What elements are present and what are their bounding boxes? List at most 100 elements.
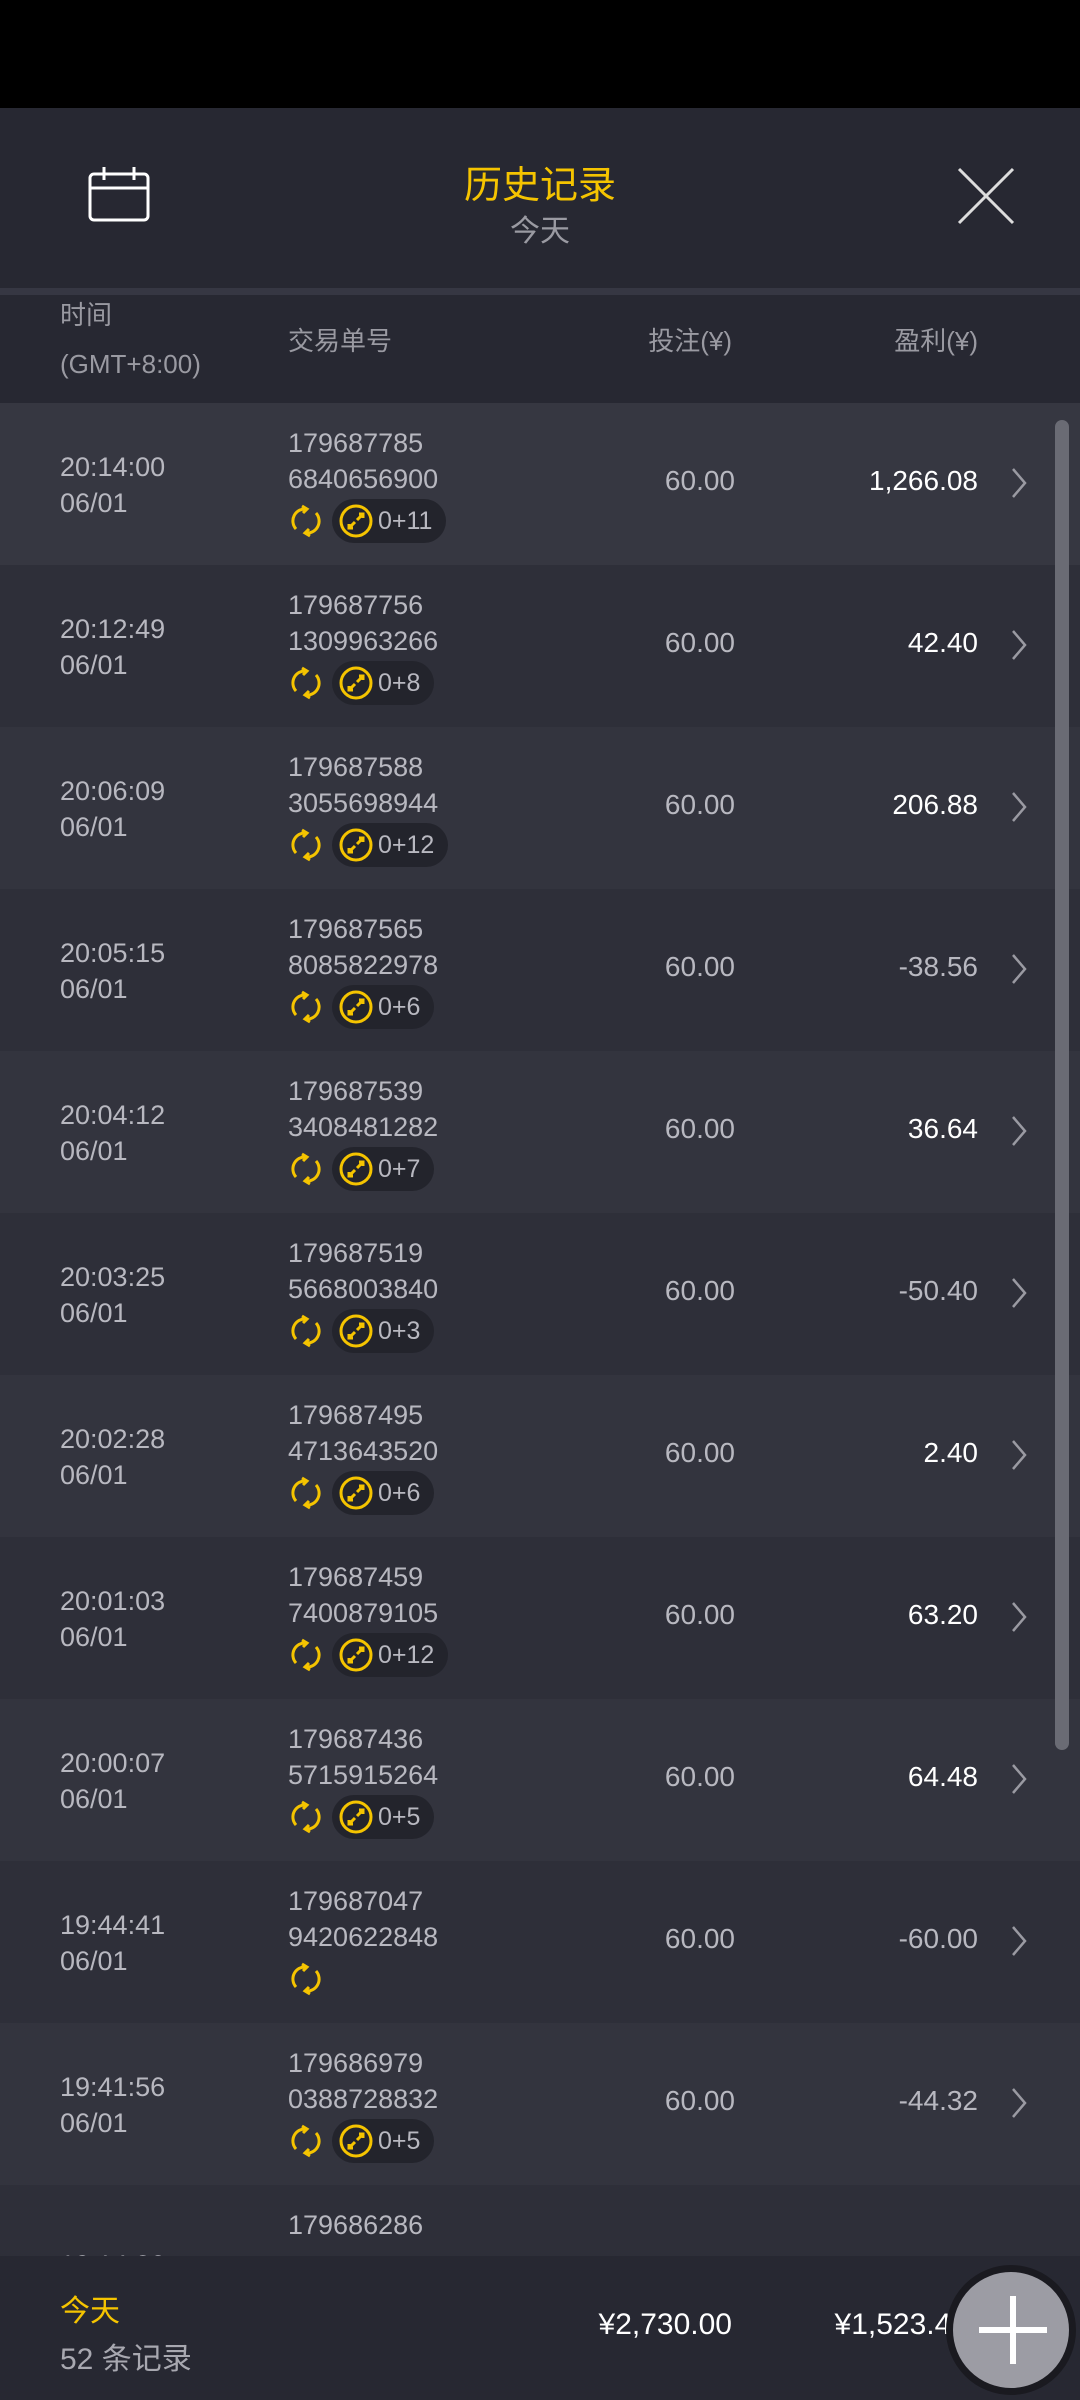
row-time: 20:14:00: [60, 452, 166, 482]
row-date: 06/01: [60, 1622, 128, 1652]
transfer-icon: [339, 1476, 373, 1510]
row-bet: 60.00: [664, 1761, 735, 1792]
close-icon[interactable]: [956, 166, 1016, 226]
row-date: 06/01: [60, 1298, 128, 1328]
column-header: 时间 (GMT+8:00) 交易单号 投注(¥) 盈利(¥): [0, 295, 1080, 403]
order-id-line1: 179687459: [288, 1562, 424, 1592]
row-time: 20:00:07: [60, 1748, 166, 1778]
row-bet: 60.00: [664, 2085, 735, 2116]
row-icons: 0+6: [288, 1471, 435, 1515]
row-date: 06/01: [60, 1136, 128, 1166]
table-row[interactable]: 20:01:03 06/01 179687459 7400879105 0+12 60.0…: [0, 1537, 1080, 1699]
row-icons: 0+5: [288, 2119, 435, 2163]
chevron-right-icon[interactable]: [1010, 629, 1028, 661]
row-bet: 60.00: [664, 1599, 735, 1630]
table-row[interactable]: 20:05:15 06/01 179687565 8085822978 0+6 60.00…: [0, 889, 1080, 1051]
row-date: 06/01: [60, 488, 128, 518]
chevron-right-icon[interactable]: [1010, 1439, 1028, 1471]
history-list: 20:14:00 06/01 179687785 6840656900 0+11 60.0…: [0, 403, 1080, 2256]
order-id-line2: 6840656900: [288, 464, 439, 494]
badge-text: 0+3: [378, 1316, 421, 1345]
order-id-line2: 3055698944: [288, 788, 439, 818]
table-row[interactable]: 20:00:07 06/01 179687436 5715915264 0+5 60.00…: [0, 1699, 1080, 1861]
bonus-badge: 0+12: [332, 1633, 449, 1677]
row-time: 20:02:28: [60, 1424, 166, 1454]
chevron-right-icon[interactable]: [1010, 2087, 1028, 2119]
chevron-right-icon[interactable]: [1010, 1115, 1028, 1147]
bonus-badge: 0+5: [332, 1795, 435, 1839]
row-bet: 60.00: [664, 789, 735, 820]
row-profit: 64.48: [907, 1761, 978, 1792]
order-id-line1: 179687436: [288, 1724, 424, 1754]
row-bet: 60.00: [664, 1275, 735, 1306]
transfer-icon: [339, 1638, 373, 1672]
refresh-icon: [291, 1314, 321, 1348]
badge-text: 0+12: [378, 830, 435, 859]
table-row[interactable]: 20:12:49 06/01 179687756 1309963266 0+8 60.00…: [0, 565, 1080, 727]
bonus-badge: 0+3: [332, 1309, 435, 1353]
row-date: 06/01: [60, 1784, 128, 1814]
col-profit: 盈利(¥): [894, 326, 978, 356]
order-id-line1: 179687588: [288, 752, 424, 782]
row-profit: 42.40: [907, 627, 978, 658]
badge-text: 0+7: [378, 1154, 421, 1183]
chevron-right-icon[interactable]: [1010, 953, 1028, 985]
calendar-icon[interactable]: [88, 166, 150, 222]
chevron-right-icon[interactable]: [1010, 1763, 1028, 1795]
footer-summary: 今天 52 条记录 ¥2,730.00 ¥1,523.44: [0, 2256, 1080, 2400]
row-profit: -38.56: [898, 951, 978, 982]
col-time: 时间: [60, 300, 113, 330]
row-date: 06/01: [60, 1946, 128, 1976]
row-date: 06/01: [60, 1460, 128, 1490]
row-time: 20:05:15: [60, 938, 166, 968]
badge-text: 0+6: [378, 1478, 421, 1507]
chevron-right-icon[interactable]: [1010, 467, 1028, 499]
chevron-right-icon[interactable]: [1010, 791, 1028, 823]
order-id-line2: 0388728832: [288, 2084, 439, 2114]
row-profit: 206.88: [892, 789, 978, 820]
table-row[interactable]: 20:06:09 06/01 179687588 3055698944 0+12 60.0…: [0, 727, 1080, 889]
row-icons: 0+6: [288, 985, 435, 1029]
order-id-line2: 8085822978: [288, 950, 439, 980]
transfer-icon: [339, 2124, 373, 2158]
transfer-icon: [339, 828, 373, 862]
order-id-line2: 5715915264: [288, 1760, 439, 1790]
badge-text: 0+5: [378, 2126, 421, 2155]
total-profit: ¥1,523.44: [834, 2308, 968, 2341]
total-bet: ¥2,730.00: [598, 2308, 732, 2341]
chevron-right-icon[interactable]: [1010, 1277, 1028, 1309]
bonus-badge: 0+8: [332, 661, 435, 705]
add-button[interactable]: [946, 2265, 1076, 2395]
table-row[interactable]: 20:03:25 06/01 179687519 5668003840 0+3 60.00…: [0, 1213, 1080, 1375]
row-icons: [288, 1957, 324, 2001]
row-date: 06/01: [60, 2108, 128, 2138]
chevron-right-icon[interactable]: [1010, 1601, 1028, 1633]
order-id-line2: 1309963266: [288, 626, 439, 656]
refresh-icon: [291, 1152, 321, 1186]
row-time: 20:03:25: [60, 1262, 166, 1292]
order-id-line2: 5668003840: [288, 1274, 439, 1304]
order-id-line1: 179687565: [288, 914, 424, 944]
table-row[interactable]: 20:14:00 06/01 179687785 6840656900 0+11 60.0…: [0, 403, 1080, 565]
divider: [0, 288, 1080, 295]
table-row[interactable]: 19:44:41 06/01 179687047 9420622848 60.00 -60…: [0, 1861, 1080, 2023]
badge-text: 0+11: [378, 506, 433, 535]
row-profit: 63.20: [907, 1599, 978, 1630]
scrollbar[interactable]: [1055, 420, 1069, 1750]
row-bet: 60.00: [664, 627, 735, 658]
chevron-right-icon[interactable]: [1010, 1925, 1028, 1957]
table-row[interactable]: 19:41:56 06/01 179686979 0388728832 0+5 60.00…: [0, 2023, 1080, 2185]
order-id-line1: 179686286: [288, 2210, 424, 2240]
table-row[interactable]: 19:14:26 179686286: [0, 2185, 1080, 2256]
row-time: 20:04:12: [60, 1100, 166, 1130]
transfer-icon: [339, 990, 373, 1024]
table-row[interactable]: 20:02:28 06/01 179687495 4713643520 0+6 60.00…: [0, 1375, 1080, 1537]
bonus-badge: 0+6: [332, 1471, 435, 1515]
table-row[interactable]: 20:04:12 06/01 179687539 3408481282 0+7 60.00…: [0, 1051, 1080, 1213]
badge-text: 0+5: [378, 1802, 421, 1831]
order-id-line1: 179687539: [288, 1076, 424, 1106]
row-icons: 0+5: [288, 1795, 435, 1839]
order-id-line2: 7400879105: [288, 1598, 439, 1628]
transfer-icon: [339, 1314, 373, 1348]
row-time: 20:06:09: [60, 776, 166, 806]
